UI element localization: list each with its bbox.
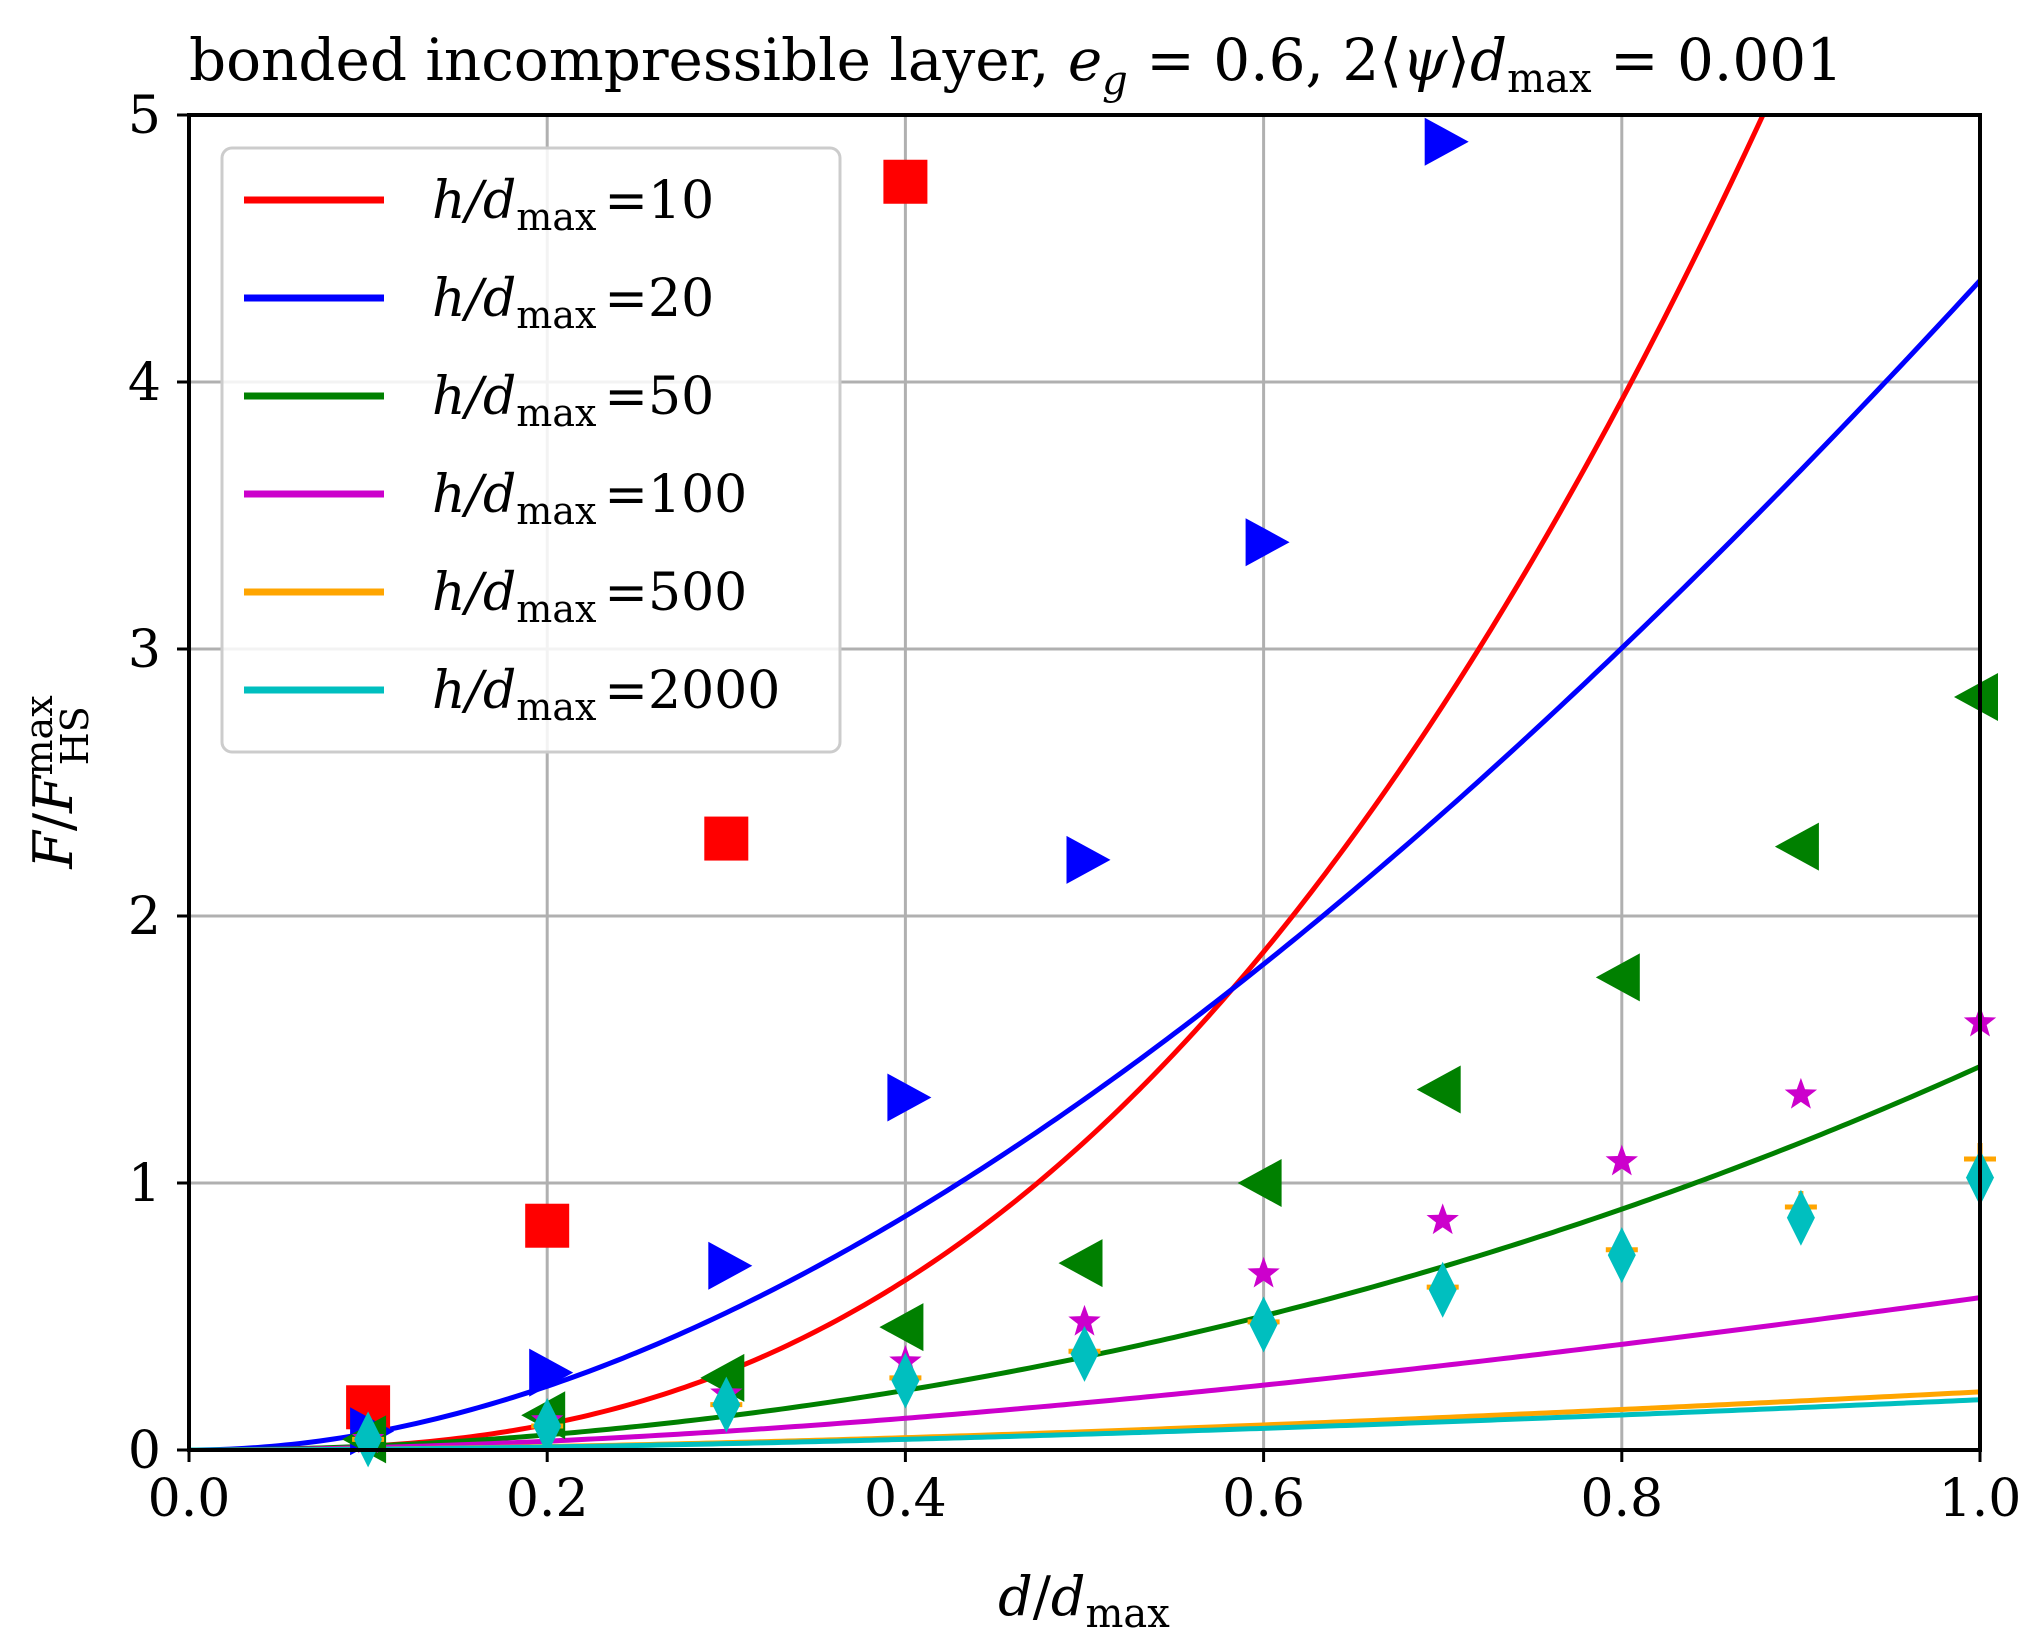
data-point (712, 1376, 741, 1433)
data-point (1428, 1261, 1457, 1318)
data-point (1416, 1065, 1461, 1114)
axis-ticks: 0.0 0.2 0.4 0.6 0.8 1.0 0 1 2 3 4 5 (128, 86, 2021, 1529)
x-tick-label: 0.4 (864, 1469, 947, 1529)
legend-label: h/dmax =100 (432, 465, 747, 533)
data-point (1070, 1325, 1099, 1382)
series-line (189, 1397, 1980, 1450)
x-tick-label: 1.0 (1939, 1469, 2022, 1529)
data-point (883, 159, 928, 204)
legend-label: h/dmax =20 (432, 269, 714, 337)
data-point (1249, 1296, 1278, 1353)
data-point (1954, 673, 1998, 722)
data-point (1058, 1239, 1103, 1288)
y-tick-label: 1 (128, 1154, 161, 1214)
legend-label: h/dmax =50 (432, 367, 714, 435)
data-point (704, 816, 749, 861)
y-tick-label: 2 (128, 887, 161, 947)
data-point (1245, 518, 1290, 567)
data-point (525, 1203, 570, 1248)
y-tick-label: 5 (128, 86, 161, 146)
data-point (887, 1073, 932, 1122)
x-tick-label: 0.6 (1222, 1469, 1305, 1529)
series-lines (189, 115, 1980, 1450)
series-line (189, 115, 1766, 1450)
series-markers (342, 117, 1998, 1468)
data-point (891, 1352, 920, 1409)
data-point (1066, 835, 1111, 884)
series-line (189, 278, 1980, 1450)
y-tick-label: 3 (128, 620, 161, 680)
data-point (1237, 1159, 1282, 1207)
data-point (1784, 1077, 1818, 1109)
data-point (354, 1411, 383, 1468)
series-line (189, 1295, 1980, 1450)
x-tick-label: 0.0 (148, 1469, 231, 1529)
legend: h/dmax =10 h/dmax =20 h/dmax =50 h/dmax =100 h/d… (220, 146, 842, 754)
data-point (1068, 1304, 1101, 1336)
plot-frame (187, 113, 1982, 1452)
legend-label: h/dmax =10 (432, 171, 714, 239)
data-point (1774, 822, 1819, 871)
data-point (1595, 953, 1640, 1002)
data-point (1786, 1189, 1815, 1246)
y-tick-label: 4 (128, 353, 161, 413)
data-point (529, 1348, 574, 1397)
legend-label: h/dmax =2000 (432, 661, 780, 729)
data-point (1424, 117, 1469, 166)
legend-label: h/dmax =500 (432, 563, 747, 631)
data-point (708, 1241, 753, 1290)
data-point (1605, 1144, 1638, 1176)
x-axis-label: d/dmax (998, 1565, 1170, 1637)
data-point (879, 1303, 924, 1352)
data-point (1426, 1203, 1459, 1235)
x-tick-label: 0.8 (1580, 1469, 1663, 1529)
data-point (1607, 1227, 1636, 1284)
y-tick-label: 0 (128, 1421, 161, 1481)
data-point (1247, 1256, 1280, 1288)
chart-title: bonded incompressible layer, eg = 0.6, 2… (189, 26, 1843, 104)
y-axis-label: F/FmaxHS (17, 695, 97, 869)
x-tick-label: 0.2 (506, 1469, 589, 1529)
data-point (533, 1397, 562, 1454)
